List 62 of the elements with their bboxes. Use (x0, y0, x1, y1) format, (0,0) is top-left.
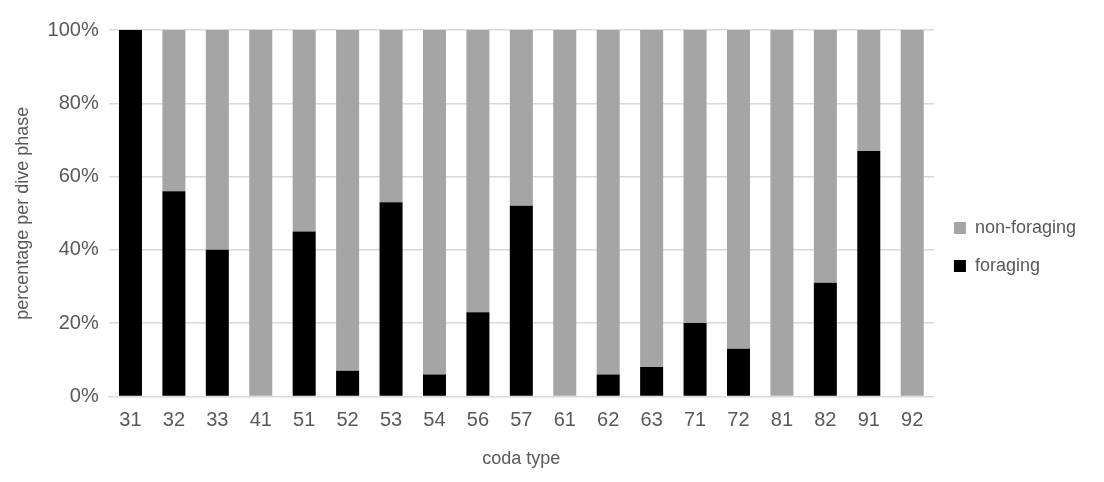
bar (205, 249, 229, 396)
y-tick-label: 40% (58, 237, 99, 260)
bar (726, 30, 750, 349)
x-tick-label: 31 (119, 407, 142, 430)
bar (640, 30, 664, 368)
x-tick-label: 52 (336, 407, 359, 430)
x-tick-label: 63 (640, 407, 663, 430)
bar (596, 30, 620, 375)
x-tick-label: 51 (293, 407, 316, 430)
x-tick-label: 81 (770, 407, 794, 430)
bar (292, 231, 316, 396)
bar (683, 30, 707, 324)
bar (249, 30, 273, 396)
bar (857, 150, 881, 396)
bar (553, 30, 577, 396)
bar (900, 30, 924, 396)
x-tick-label: 32 (162, 407, 186, 430)
legend-label: non-foraging (974, 216, 1076, 237)
x-tick-label: 54 (423, 407, 446, 430)
x-tick-label: 92 (901, 407, 924, 430)
bar (770, 30, 794, 396)
y-tick-label: 0% (69, 383, 99, 406)
x-axis-title: coda type (482, 448, 561, 469)
x-tick-label: 72 (727, 407, 750, 430)
bar (118, 30, 142, 396)
x-tick-label: 71 (683, 407, 707, 430)
bar (422, 30, 446, 375)
y-tick-label: 100% (47, 17, 99, 40)
legend-label: foraging (974, 254, 1040, 275)
x-tick-label: 57 (510, 407, 533, 430)
y-tick-label: 20% (58, 310, 99, 333)
bar (162, 191, 186, 396)
bar (509, 30, 533, 206)
x-tick-label: 56 (466, 407, 490, 430)
bar (379, 202, 403, 396)
bar (205, 30, 229, 250)
bar (292, 30, 316, 232)
x-tick-label: 91 (857, 407, 880, 430)
x-tick-label: 41 (249, 407, 272, 430)
y-axis-title: percentage per dive phase (11, 106, 32, 320)
bar (813, 30, 837, 283)
bar (336, 30, 360, 371)
x-tick-label: 82 (814, 407, 837, 430)
bar (422, 374, 446, 396)
bar (813, 282, 837, 396)
bar (509, 205, 533, 396)
y-tick-label: 60% (58, 164, 99, 187)
bar (466, 30, 490, 313)
bar (683, 323, 707, 396)
bar (466, 312, 490, 396)
bar (162, 30, 186, 192)
bar (726, 348, 750, 396)
bar (640, 367, 664, 396)
y-tick-label: 80% (58, 90, 99, 113)
x-tick-label: 61 (553, 407, 576, 430)
bar (379, 30, 403, 203)
x-tick-label: 53 (379, 407, 403, 430)
x-tick-label: 33 (206, 407, 229, 430)
bar (596, 374, 620, 396)
x-tick-label: 62 (597, 407, 620, 430)
bar (336, 370, 360, 396)
bar (857, 30, 881, 151)
